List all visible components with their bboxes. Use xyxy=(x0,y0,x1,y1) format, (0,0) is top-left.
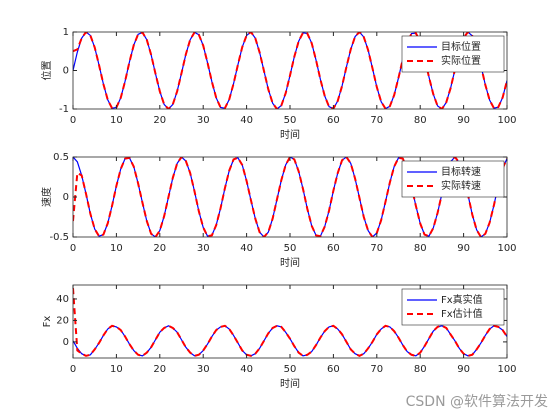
legend-label: 目标转速 xyxy=(441,165,481,178)
x-tick-label: 70 xyxy=(370,243,383,254)
x-axis-label: 时间 xyxy=(280,128,300,141)
x-tick-label: 30 xyxy=(197,115,210,126)
y-axis-label: Fx xyxy=(42,316,53,328)
x-tick-label: 90 xyxy=(457,115,470,126)
legend-label: 目标位置 xyxy=(441,40,481,53)
watermark: CSDN @软件算法开发 xyxy=(406,394,548,410)
x-tick-label: 60 xyxy=(327,115,340,126)
x-tick-label: 50 xyxy=(284,243,297,254)
x-tick-label: 80 xyxy=(414,364,427,375)
y-tick-label: 1 xyxy=(63,27,69,38)
x-tick-label: 50 xyxy=(284,364,297,375)
x-tick-label: 90 xyxy=(457,364,470,375)
legend-box xyxy=(401,160,505,198)
x-tick-label: 100 xyxy=(497,115,516,126)
legend-box xyxy=(401,35,505,73)
x-tick-label: 30 xyxy=(197,364,210,375)
x-tick-label: 70 xyxy=(370,364,383,375)
y-tick-label: -0.5 xyxy=(49,232,69,243)
x-tick-label: 10 xyxy=(110,115,123,126)
y-tick-label: 0 xyxy=(63,66,69,77)
x-tick-label: 70 xyxy=(370,115,383,126)
x-tick-label: 20 xyxy=(153,364,166,375)
x-tick-label: 40 xyxy=(240,243,253,254)
x-tick-label: 10 xyxy=(110,364,123,375)
x-tick-label: 80 xyxy=(414,243,427,254)
x-axis-label: 时间 xyxy=(280,256,300,269)
series-line xyxy=(73,32,507,109)
legend-label: 实际位置 xyxy=(441,54,481,67)
x-tick-label: 80 xyxy=(414,115,427,126)
y-tick-label: 0 xyxy=(63,192,69,203)
y-tick-label: 0 xyxy=(63,337,69,348)
x-tick-label: 50 xyxy=(284,115,297,126)
legend-label: 实际转速 xyxy=(441,179,481,192)
x-tick-label: 100 xyxy=(497,243,516,254)
x-tick-label: 30 xyxy=(197,243,210,254)
x-tick-label: 20 xyxy=(153,115,166,126)
x-tick-label: 0 xyxy=(70,115,76,126)
y-axis-label: 速度 xyxy=(40,187,53,207)
y-axis-label: 位置 xyxy=(40,61,53,81)
series-line xyxy=(73,288,507,357)
x-tick-label: 20 xyxy=(153,243,166,254)
x-tick-label: 10 xyxy=(110,243,123,254)
x-tick-label: 40 xyxy=(240,364,253,375)
x-tick-label: 40 xyxy=(240,115,253,126)
y-tick-label: 40 xyxy=(56,294,69,305)
x-tick-label: 60 xyxy=(327,364,340,375)
legend-label: Fx估计值 xyxy=(441,307,483,320)
y-tick-label: 20 xyxy=(56,315,69,326)
x-tick-label: 90 xyxy=(457,243,470,254)
x-tick-label: 0 xyxy=(70,243,76,254)
y-tick-label: -1 xyxy=(59,104,69,115)
legend-box xyxy=(401,288,505,326)
x-tick-label: 60 xyxy=(327,243,340,254)
x-tick-label: 100 xyxy=(497,364,516,375)
series-line xyxy=(73,157,507,237)
y-tick-label: 0.5 xyxy=(53,152,69,163)
x-axis-label: 时间 xyxy=(280,377,300,390)
legend-label: Fx真实值 xyxy=(441,293,483,306)
x-tick-label: 0 xyxy=(70,364,76,375)
